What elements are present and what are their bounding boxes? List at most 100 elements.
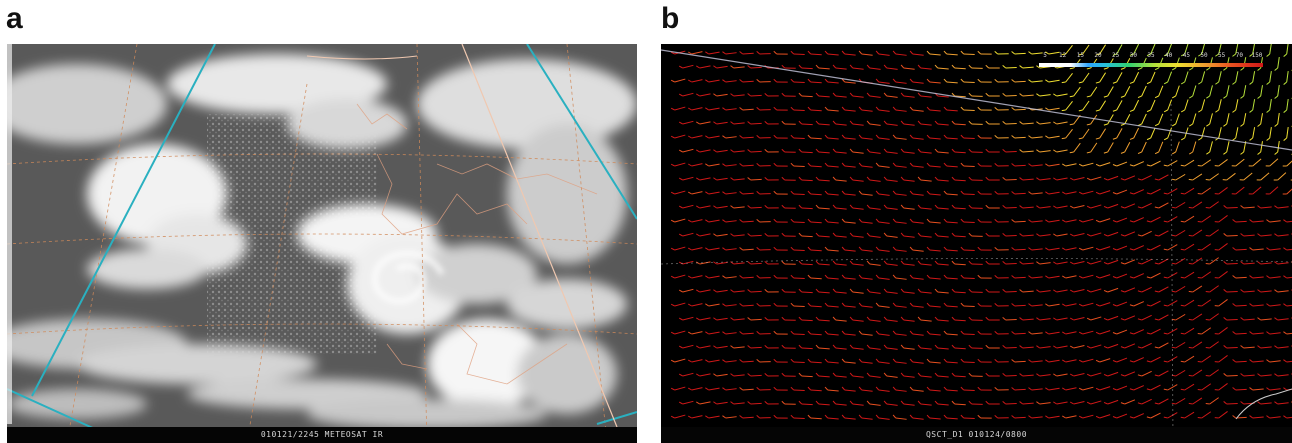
wind-arrow-barb xyxy=(900,260,905,265)
wind-arrow-barb xyxy=(849,148,854,153)
wind-arrow-barb xyxy=(1053,345,1057,349)
wind-arrow-barb xyxy=(696,401,700,405)
wind-arrow xyxy=(886,179,898,182)
wind-arrow xyxy=(725,136,737,139)
wind-arrow xyxy=(895,81,907,84)
wind-arrow-barb xyxy=(1249,81,1254,85)
wind-arrow xyxy=(1286,188,1292,195)
wind-arrow xyxy=(750,66,762,69)
wind-arrow xyxy=(742,164,754,167)
wind-arrow xyxy=(1116,245,1128,251)
wind-arrow xyxy=(716,373,728,377)
wind-arrow-barb xyxy=(1053,149,1057,153)
wind-arrow xyxy=(1209,285,1219,293)
wind-arrow-barb xyxy=(943,190,948,195)
wind-arrow xyxy=(1031,304,1043,307)
wind-arrow xyxy=(818,319,830,322)
wind-arrow-barb xyxy=(781,316,786,321)
wind-arrow xyxy=(1150,300,1161,307)
wind-arrow-barb xyxy=(909,50,914,55)
wind-arrow-barb xyxy=(696,205,700,209)
wind-arrow xyxy=(835,151,847,154)
wind-arrow xyxy=(1082,128,1090,139)
wind-arrow-barb xyxy=(696,121,700,125)
wind-arrow-barb xyxy=(1232,219,1237,223)
wind-arrow xyxy=(1269,158,1279,167)
wind-arrow xyxy=(1184,271,1195,279)
wind-arrow xyxy=(708,79,720,83)
wind-arrow xyxy=(1090,204,1102,209)
wind-arrow-barb xyxy=(687,79,692,83)
wind-arrow-barb xyxy=(1112,304,1117,307)
wind-arrow xyxy=(827,389,839,392)
wind-arrow xyxy=(1184,243,1195,251)
wind-arrow-barb xyxy=(1163,53,1168,57)
wind-arrow-barb xyxy=(756,191,761,195)
wind-arrow-barb xyxy=(960,414,965,419)
wind-arrow-barb xyxy=(1103,95,1108,98)
wind-arrow-barb xyxy=(832,372,837,377)
wind-arrow xyxy=(920,319,932,322)
wind-arrow xyxy=(1269,220,1281,223)
wind-arrow-barb xyxy=(781,176,786,181)
wind-arrow-barb xyxy=(968,372,973,377)
wind-arrow xyxy=(929,249,941,252)
wind-arrow-barb xyxy=(1223,233,1228,237)
wind-arrow xyxy=(861,305,873,308)
wind-arrow-barb xyxy=(696,233,700,237)
wind-arrow xyxy=(733,178,745,181)
wind-arrow-barb xyxy=(1002,205,1007,209)
wind-arrow-barb xyxy=(1197,164,1202,167)
wind-arrow xyxy=(1048,51,1060,55)
wind-arrow xyxy=(1167,216,1178,223)
wind-arrow-barb xyxy=(1112,360,1117,363)
wind-arrow-barb xyxy=(1036,373,1041,377)
wind-arrow-barb xyxy=(841,190,846,195)
wind-scale-tick: 35 xyxy=(1147,52,1155,59)
wind-arrow xyxy=(708,331,720,335)
wind-arrow-barb xyxy=(730,373,735,377)
wind-arrow-barb xyxy=(832,232,837,237)
wind-arrow-barb xyxy=(1154,234,1159,237)
wind-arrow xyxy=(1235,99,1239,111)
wind-arrow xyxy=(963,109,975,112)
wind-arrow-barb xyxy=(739,387,744,391)
wind-arrow xyxy=(1184,383,1195,391)
wind-arrow xyxy=(801,263,813,266)
wind-arrow xyxy=(691,107,703,111)
wind-arrow-barb xyxy=(1129,304,1134,307)
wind-arrow xyxy=(1260,374,1272,377)
wind-arrow-barb xyxy=(917,92,922,97)
wind-arrow xyxy=(1218,99,1222,111)
wind-arrow xyxy=(886,151,898,154)
wind-arrow-barb xyxy=(687,219,692,223)
wind-arrow xyxy=(1277,141,1280,153)
cyclone-spiral xyxy=(371,250,445,305)
wind-arrow-barb xyxy=(1240,373,1245,377)
wind-arrow-barb xyxy=(747,373,752,377)
wind-arrow-barb xyxy=(687,415,692,419)
wind-arrow-barb xyxy=(1112,220,1117,223)
wind-arrow-barb xyxy=(841,274,846,279)
wind-arrow-barb xyxy=(1283,275,1288,279)
wind-arrow xyxy=(1073,86,1081,97)
wind-arrow xyxy=(912,165,924,168)
wind-arrow-barb xyxy=(849,316,854,321)
wind-arrow-barb xyxy=(1112,248,1117,251)
wind-arrow-barb xyxy=(781,148,786,153)
wind-arrow-barb xyxy=(713,233,717,237)
wind-arrow xyxy=(1133,357,1144,363)
wind-arrow-barb xyxy=(858,50,863,55)
wind-arrow xyxy=(878,109,890,112)
wind-arrow-barb xyxy=(815,176,820,181)
wind-arrow-barb xyxy=(926,358,931,363)
wind-arrow-barb xyxy=(696,373,700,377)
wind-arrow-barb xyxy=(866,400,871,405)
wind-arrow xyxy=(1048,415,1060,419)
wind-arrow-barb xyxy=(934,64,939,69)
wind-arrow xyxy=(1056,345,1068,349)
wind-arrow-barb xyxy=(1215,81,1219,85)
wind-arrow xyxy=(1252,71,1256,83)
wind-arrow-barb xyxy=(1103,177,1108,181)
wind-arrow-barb xyxy=(1197,332,1202,335)
